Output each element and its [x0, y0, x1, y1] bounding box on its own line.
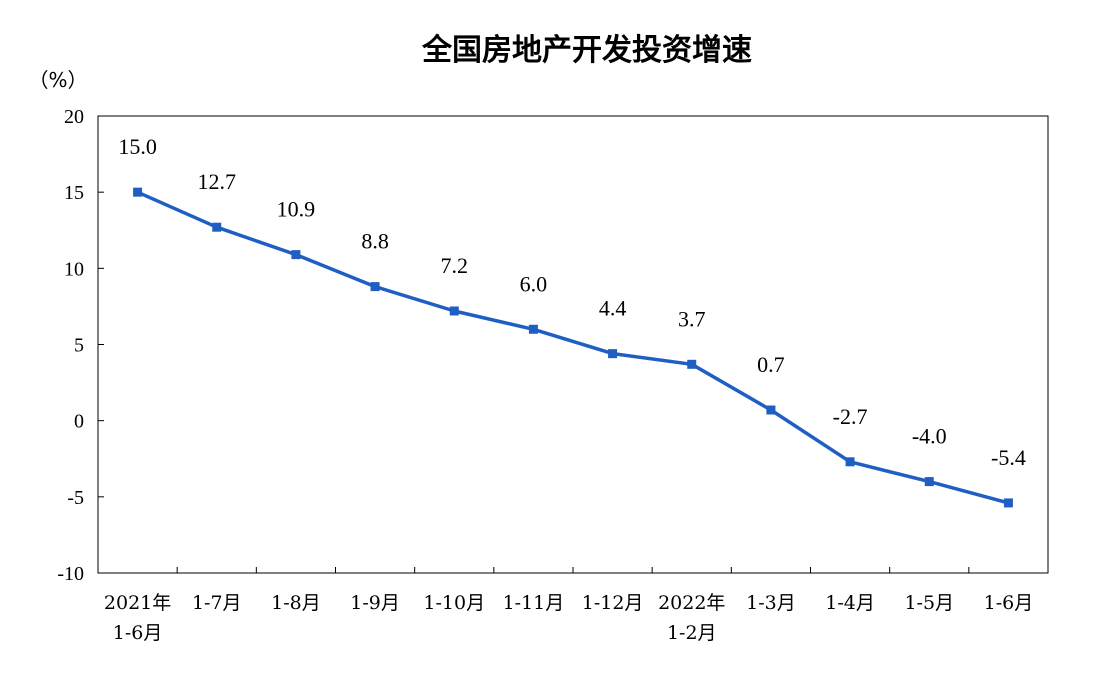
plot-area-frame — [97, 115, 1049, 574]
data-label: 10.9 — [277, 197, 316, 222]
y-tick-label: 15 — [64, 182, 84, 204]
y-tick-label: 5 — [74, 335, 84, 357]
data-point-marker — [133, 187, 143, 197]
data-point-marker — [212, 222, 222, 232]
x-tick-label: 1-12月 — [582, 592, 644, 614]
series-growth-rate — [133, 187, 1013, 508]
data-label: -2.7 — [833, 404, 868, 429]
x-tick-label: 1-10月 — [423, 592, 485, 614]
x-tick-label-line: 1-4月 — [825, 592, 875, 614]
x-tick-label-line: 1-5月 — [904, 592, 954, 614]
x-tick-label: 1-9月 — [350, 592, 400, 614]
y-tick-label: 20 — [64, 106, 84, 128]
x-tick-label-line: 1-2月 — [667, 622, 717, 644]
x-tick-label: 1-6月 — [984, 592, 1034, 614]
data-label: 3.7 — [678, 306, 706, 331]
data-point-marker — [449, 306, 459, 316]
data-point-marker — [528, 324, 538, 334]
x-tick-label-line: 1-6月 — [984, 592, 1034, 614]
y-tick-label: -5 — [67, 487, 84, 509]
data-label: 4.4 — [599, 296, 627, 321]
y-tick-label: -10 — [57, 563, 84, 585]
x-tick-label-line: 1-9月 — [350, 592, 400, 614]
data-label: 15.0 — [118, 134, 157, 159]
x-tick-label: 1-11月 — [503, 592, 565, 614]
data-point-marker — [1003, 498, 1013, 508]
x-tick-label: 1-3月 — [746, 592, 796, 614]
data-label: -4.0 — [912, 424, 947, 449]
y-axis-unit-label: （%） — [28, 68, 87, 92]
x-tick-label: 1-4月 — [825, 592, 875, 614]
data-point-marker — [370, 282, 380, 292]
x-tick-label: 2021年 1-6月 — [104, 592, 171, 644]
chart-title: 全国房地产开发投资增速 — [421, 33, 752, 68]
data-label: 7.2 — [441, 253, 469, 278]
data-label: 6.0 — [520, 271, 548, 296]
x-tick-label-line: 1-10月 — [423, 592, 485, 614]
x-tick-label-line: 1-12月 — [582, 592, 644, 614]
x-tick-label-line: 2022年 — [658, 592, 725, 614]
data-point-marker — [845, 457, 855, 467]
x-tick-label-line: 2021年 — [104, 592, 171, 614]
x-tick-label-line: 1-7月 — [192, 592, 242, 614]
x-tick-label-line: 1-8月 — [271, 592, 321, 614]
data-labels: 15.0 12.7 10.9 8.8 7.2 6.0 4.4 3.7 0.7 -2.7 -4.0 -5… — [118, 134, 1025, 470]
data-label: -5.4 — [991, 445, 1026, 470]
y-tick-label: 10 — [64, 258, 84, 280]
x-tick-label-line: 1-6月 — [113, 622, 163, 644]
x-axis: 2021年 1-6月 1-7月 1-8月 1-9月 1-10月 1-11月 1-12月 2022… — [104, 567, 1033, 644]
x-tick-label: 1-8月 — [271, 592, 321, 614]
x-tick-label-line: 1-3月 — [746, 592, 796, 614]
data-label: 0.7 — [757, 352, 785, 377]
series-line — [136, 190, 1009, 505]
data-point-marker — [687, 359, 697, 369]
x-tick-label: 1-7月 — [192, 592, 242, 614]
y-tick-label: 0 — [74, 411, 84, 433]
x-tick-label: 2022年 1-2月 — [658, 592, 725, 644]
data-point-marker — [291, 250, 301, 260]
x-tick-label: 1-5月 — [904, 592, 954, 614]
y-axis: -10 -5 0 5 10 15 20 — [57, 106, 104, 585]
data-point-marker — [766, 405, 776, 415]
data-label: 12.7 — [198, 169, 237, 194]
data-point-marker — [924, 477, 934, 487]
data-point-marker — [608, 349, 618, 359]
data-label: 8.8 — [361, 229, 389, 254]
x-tick-label-line: 1-11月 — [503, 592, 565, 614]
